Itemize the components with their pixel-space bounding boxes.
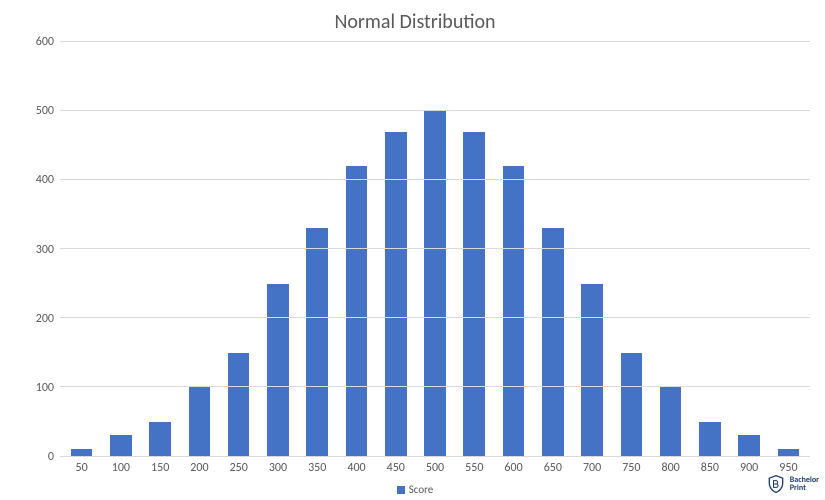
bar-slot [651,42,690,456]
plot-area: 0100200300400500600 [20,42,810,457]
bar-slot [533,42,572,456]
plot [60,42,810,457]
bar-slot [415,42,454,456]
bar [189,387,211,456]
bar [660,387,682,456]
gridline [60,317,810,318]
bar [228,353,250,457]
bar [149,422,171,456]
bar [424,111,446,456]
bar [463,132,485,456]
x-tick-label: 650 [533,457,572,475]
bar-slot [62,42,101,456]
x-tick-label: 600 [494,457,533,475]
y-tick-label: 200 [20,312,54,326]
x-tick-label: 850 [690,457,729,475]
bar-slot [612,42,651,456]
bar [267,284,289,457]
legend-label: Score [409,483,434,496]
bar-slot [258,42,297,456]
gridline [60,41,810,42]
bar [385,132,407,456]
bar [738,435,760,456]
bar-slot [494,42,533,456]
bar-slot [337,42,376,456]
gridline [60,386,810,387]
gridline [60,110,810,111]
bar-slot [769,42,808,456]
bar-slot [298,42,337,456]
y-tick-label: 600 [20,35,54,49]
watermark: Bachelor Print [766,474,819,494]
bar [306,228,328,456]
bar [699,422,721,456]
x-tick-label: 700 [572,457,611,475]
watermark-brand-bottom: Print [790,484,819,492]
chart-title: Normal Distribution [20,10,810,34]
bar [581,284,603,457]
x-tick-label: 200 [180,457,219,475]
gridline [60,179,810,180]
watermark-text: Bachelor Print [790,476,819,492]
y-tick-label: 500 [20,104,54,118]
bar [71,449,93,456]
y-tick-label: 100 [20,381,54,395]
bar-slot [572,42,611,456]
x-tick-label: 800 [651,457,690,475]
bar-slot [141,42,180,456]
bar [110,435,132,456]
bar [346,166,368,456]
bars-group [60,42,810,456]
y-tick-label: 400 [20,173,54,187]
x-tick-label: 100 [101,457,140,475]
gridline [60,248,810,249]
x-tick-label: 500 [415,457,454,475]
chart-container: Normal Distribution 0100200300400500600 … [20,10,810,490]
x-tick-label: 750 [612,457,651,475]
y-axis: 0100200300400500600 [20,42,60,457]
bar-slot [219,42,258,456]
bar [503,166,525,456]
x-tick-label: 950 [769,457,808,475]
bar-slot [180,42,219,456]
x-tick-label: 350 [298,457,337,475]
bar [778,449,800,456]
bar-slot [376,42,415,456]
x-tick-label: 900 [730,457,769,475]
x-tick-label: 300 [258,457,297,475]
bar-slot [690,42,729,456]
x-tick-label: 150 [141,457,180,475]
bar [542,228,564,456]
bar [621,353,643,457]
y-tick-label: 300 [20,243,54,257]
x-tick-label: 250 [219,457,258,475]
bar-slot [730,42,769,456]
bar-slot [101,42,140,456]
shield-icon [766,474,786,494]
x-tick-label: 450 [376,457,415,475]
x-tick-label: 50 [62,457,101,475]
x-tick-label: 550 [455,457,494,475]
legend: Score [20,483,810,496]
x-tick-label: 400 [337,457,376,475]
bar-slot [455,42,494,456]
x-axis: 5010015020025030035040045050055060065070… [60,457,810,475]
legend-swatch [397,486,405,494]
y-tick-label: 0 [20,450,54,464]
